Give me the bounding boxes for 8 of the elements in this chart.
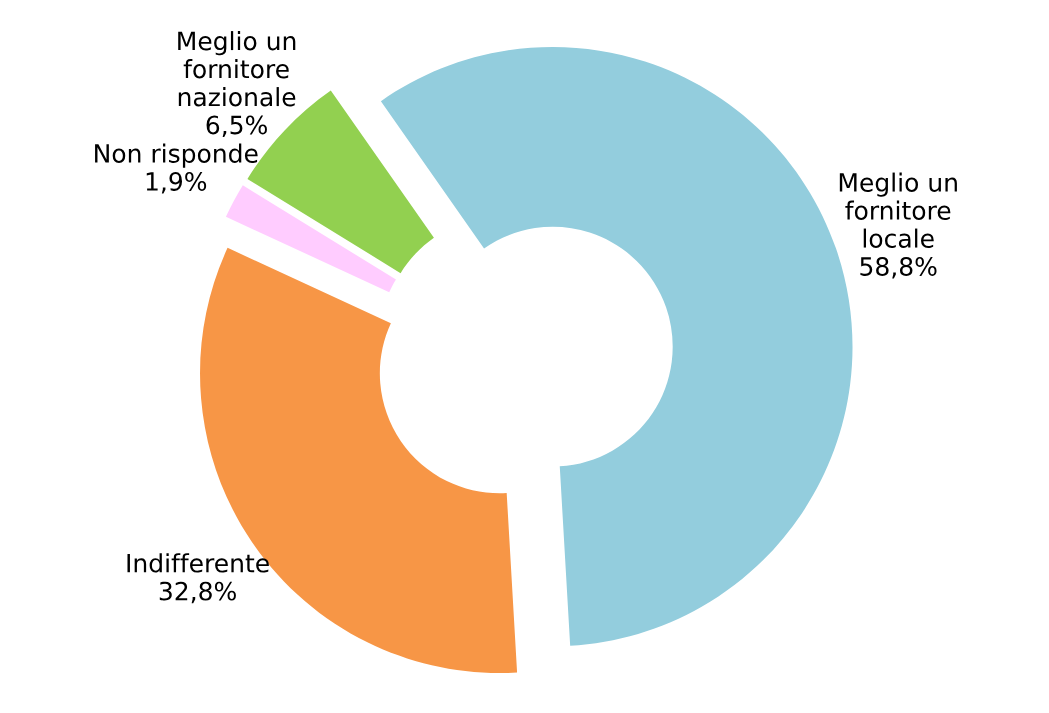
slice-label: Meglio un fornitore nazionale: [178, 31, 296, 107]
slice-label: Non risponde: [95, 143, 258, 168]
slice-label: Indifferente: [127, 553, 269, 573]
data-label: 6,5%: [206, 115, 267, 137]
data-label: 58,8%: [860, 256, 937, 279]
data-label: 1,9%: [146, 172, 207, 194]
data-label: 32,8%: [159, 581, 236, 604]
slice-label: Meglio un fornitore locale: [839, 172, 957, 248]
